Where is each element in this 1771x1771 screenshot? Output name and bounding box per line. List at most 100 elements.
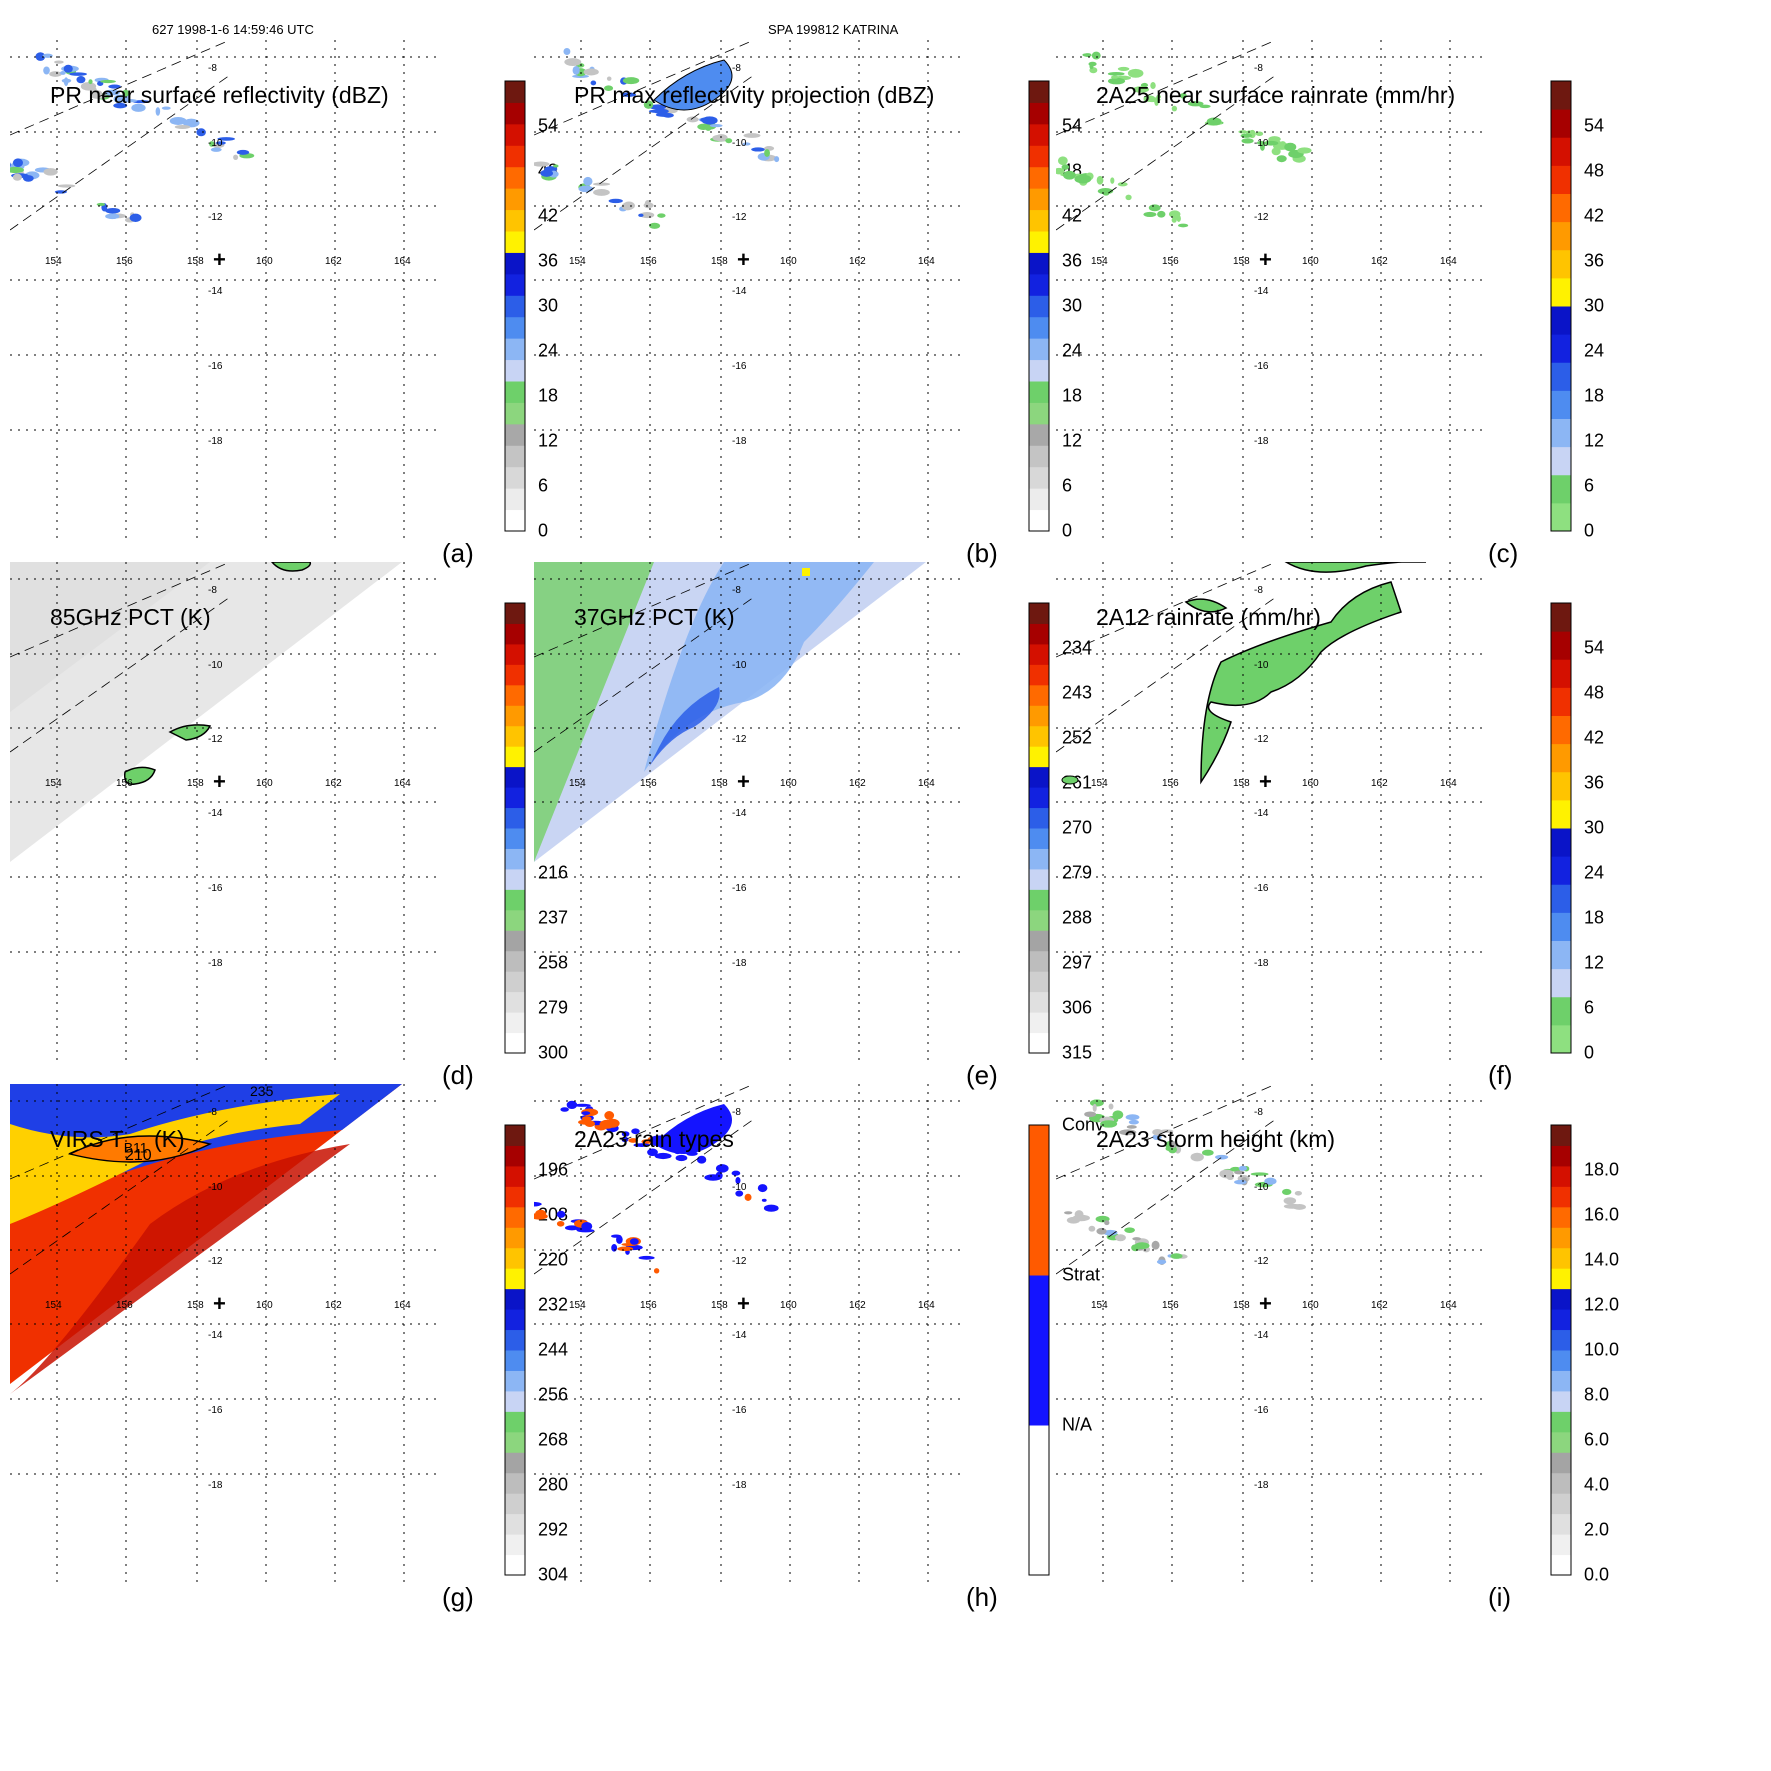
storm-center-marker: +	[737, 247, 750, 272]
echo-cell	[1169, 1141, 1177, 1148]
swath-edges	[10, 1084, 231, 1275]
echo-cell	[744, 1193, 752, 1201]
max-cell	[802, 568, 810, 576]
colorbar-segment	[505, 145, 525, 168]
colorbar-tick-label: 268	[538, 1429, 569, 1450]
contour-210	[67, 1135, 213, 1163]
panel-title: PR max reflectivity projection (dBZ)	[574, 82, 935, 108]
echo-cell	[1276, 155, 1287, 163]
lat-tick-label: -16	[208, 883, 223, 894]
panel-title: 2A12 rainrate (mm/hr)	[1096, 604, 1321, 630]
echo-cell	[10, 162, 11, 167]
colorbar-segment	[1551, 1247, 1571, 1269]
panel-letter: (c)	[1488, 538, 1519, 568]
colorbar-tick-label: 18.0	[1584, 1159, 1620, 1180]
echo-cell	[1170, 1253, 1183, 1259]
colorbar-segment	[505, 1145, 525, 1167]
colorbar-scale	[504, 80, 526, 532]
lon-tick-label: 154	[45, 1300, 62, 1311]
lat-tick-label: -18	[208, 436, 223, 447]
echo-cell	[96, 202, 106, 206]
lat-tick-label: -10	[732, 1182, 747, 1193]
lon-tick-label: 158	[711, 778, 728, 789]
cold-cloud-patch	[271, 562, 312, 572]
lon-tick-label: 162	[325, 256, 342, 267]
colorbar-segment	[505, 488, 525, 511]
lon-tick-label: 162	[1371, 256, 1388, 267]
colorbar-segment	[1551, 1125, 1571, 1146]
echo-cell	[105, 207, 121, 214]
echo-cell	[638, 1255, 655, 1260]
echo-cell	[560, 1107, 569, 1112]
colorbar-segment	[1551, 1534, 1571, 1556]
lon-tick-label: 154	[1091, 256, 1108, 267]
echo-cell	[209, 141, 215, 147]
colorbar-frame	[504, 80, 526, 532]
lon-tick-label: 160	[1302, 1300, 1319, 1311]
echo-cell	[1107, 77, 1126, 85]
colorbar-frame	[504, 602, 526, 1054]
colorbar-segment	[505, 1534, 525, 1556]
colorbar-segment	[505, 746, 525, 768]
lat-tick-label: -10	[208, 660, 223, 671]
echo-cell	[566, 1100, 578, 1110]
colorbar-segment	[505, 102, 525, 125]
map-rain-types-2a23: 154 156 158 160 162 164 -8 -10 -12 -14 -16 -18 +	[534, 1084, 964, 1584]
colorbar-segment	[1551, 1390, 1571, 1412]
colorbar-segment	[1551, 1472, 1571, 1494]
field-layer: 210 235	[10, 1084, 402, 1394]
echo-cell	[629, 1238, 639, 1245]
echo-cell	[1255, 131, 1264, 137]
colorbar-segment	[1551, 1493, 1571, 1515]
colorbar-tick-label: 237	[538, 907, 569, 928]
swath-edge-line	[1056, 596, 1277, 753]
colorbar-segment	[1551, 1186, 1571, 1208]
colorbar-segment	[1551, 715, 1571, 745]
echo-cell	[131, 103, 146, 112]
echo-cell	[1294, 1190, 1303, 1196]
lon-tick-label: 158	[1233, 256, 1250, 267]
echo-cell	[210, 147, 222, 152]
colorbar-segment	[505, 273, 525, 296]
colorbar-segment	[1551, 277, 1571, 307]
echo-cell	[121, 99, 138, 103]
lat-tick-label: -14	[1254, 1330, 1269, 1341]
lat-tick-label: -12	[732, 734, 747, 745]
colorbar-tick-label: 216	[538, 862, 569, 883]
echo-cell	[605, 1118, 620, 1128]
colorbar-segment	[505, 295, 525, 318]
colorbar-segment	[1551, 771, 1571, 801]
colorbar-scale	[1550, 80, 1572, 532]
echo-cell	[648, 109, 664, 113]
colorbar-segment	[1551, 1431, 1571, 1453]
colorbar-segment	[505, 930, 525, 952]
colorbar-segment	[505, 1472, 525, 1494]
colorbar-segment	[505, 316, 525, 339]
colorbar-tick-label: 48	[1584, 682, 1605, 703]
colorbar-segment	[505, 1206, 525, 1228]
echo-cell	[1238, 1165, 1248, 1171]
colorbar-tick-label: 306	[1062, 997, 1093, 1018]
echo-cell	[1057, 156, 1068, 166]
colorbar-segment	[1551, 603, 1571, 632]
lat-tick-label: -18	[208, 1480, 223, 1491]
lon-tick-label: 154	[45, 778, 62, 789]
echo-cell	[236, 149, 250, 155]
swath-37ghz	[534, 562, 926, 862]
colorbar-segment	[505, 1268, 525, 1290]
lat-tick-label: -16	[732, 361, 747, 372]
graticule	[10, 562, 440, 1062]
lon-tick-label: 164	[918, 778, 935, 789]
colorbar-tick-label: 243	[1062, 682, 1093, 703]
colorbar-segment	[505, 338, 525, 361]
colorbar-tick-label: 220	[538, 1249, 569, 1270]
lat-tick-label: -10	[1254, 660, 1269, 671]
echo-cell	[1117, 66, 1130, 71]
colorbar-segment	[1551, 334, 1571, 363]
echo-cell	[22, 175, 34, 182]
echo-cell	[1108, 1103, 1114, 1110]
lon-tick-label: 158	[1233, 1300, 1250, 1311]
colorbar-segment	[1551, 1411, 1571, 1433]
header-storm-id: SPA 199812 KATRINA	[768, 22, 899, 37]
colorbar-segment	[1551, 1288, 1571, 1310]
